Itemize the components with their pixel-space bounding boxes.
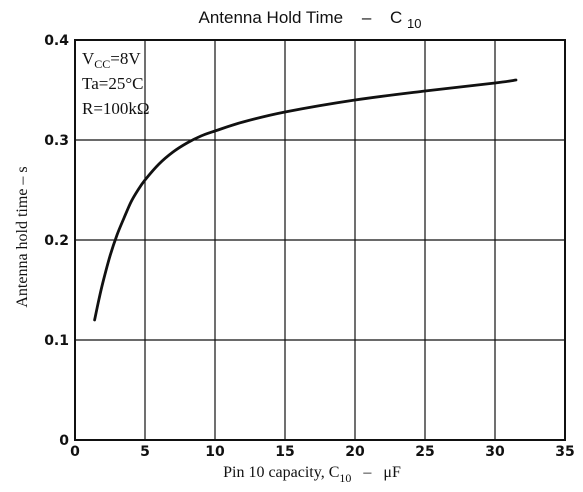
y-tick-label: 0.1: [44, 333, 69, 349]
x-axis-label: Pin 10 capacity, C10– μF: [223, 464, 401, 485]
condition-vcc: VCC=8V: [82, 49, 141, 71]
chart-title-main: Antenna Hold Time: [198, 8, 343, 27]
x-tick-label: 35: [555, 444, 574, 460]
x-tick-label: 10: [205, 444, 225, 460]
grid-layer: [75, 40, 565, 440]
x-tick-labels: 0 5 10 15 20 25 30 35: [70, 444, 575, 460]
y-tick-label: 0.2: [44, 233, 69, 249]
series-line: [93, 78, 518, 322]
x-tick-label: 15: [275, 444, 294, 460]
x-tick-label: 20: [345, 444, 365, 460]
conditions-annotation: VCC=8V Ta=25°C R=100kΩ: [82, 49, 150, 118]
condition-ta: Ta=25°C: [82, 74, 143, 93]
y-tick-label: 0.4: [44, 33, 69, 49]
y-tick-label: 0: [59, 433, 69, 449]
x-tick-label: 5: [140, 444, 150, 460]
chart-title-subscript: 10: [407, 16, 421, 31]
condition-r: R=100kΩ: [82, 99, 150, 118]
y-axis-label: Antenna hold time – s: [14, 166, 31, 307]
x-tick-label: 0: [70, 444, 80, 460]
x-tick-label: 30: [485, 444, 505, 460]
chart-title-dash: –: [362, 8, 372, 27]
x-tick-label: 25: [415, 444, 434, 460]
chart-title-symbol: C: [390, 8, 402, 27]
y-tick-label: 0.3: [44, 133, 69, 149]
y-tick-labels: 0 0.1 0.2 0.3 0.4: [44, 33, 69, 449]
chart-title: Antenna Hold Time – C 10: [198, 8, 421, 31]
